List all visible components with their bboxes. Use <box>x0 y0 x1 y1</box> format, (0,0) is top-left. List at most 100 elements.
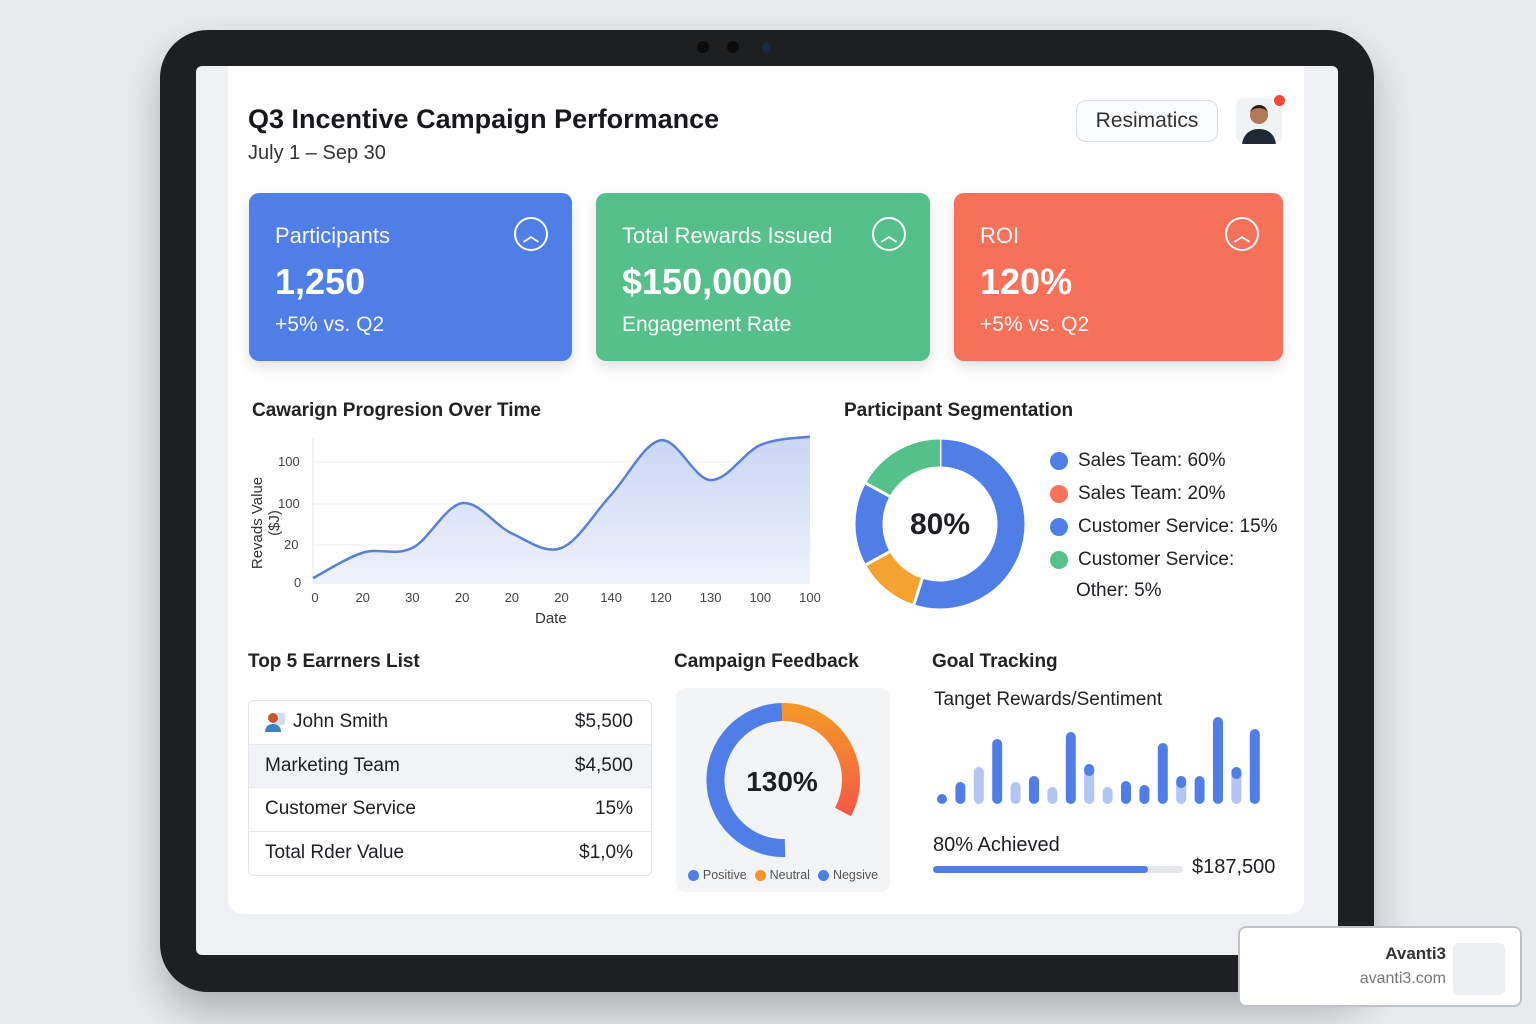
sentiment-bar <box>1010 782 1021 804</box>
gauge-positive-arc <box>706 703 786 858</box>
site-favicon-icon <box>1453 943 1505 995</box>
toast-title: Avanti3 <box>1385 944 1446 963</box>
area-fill <box>313 436 810 583</box>
sentiment-bar <box>1029 776 1039 804</box>
sentiment-bar-cap <box>1231 767 1242 779</box>
sentiment-bar <box>1194 776 1205 804</box>
x-tick-label: 20 <box>554 590 569 605</box>
user-avatar[interactable] <box>1236 98 1282 144</box>
kpi-label: Participants <box>275 223 390 248</box>
x-tick-label: 30 <box>405 590 420 605</box>
sentiment-bar <box>973 767 984 804</box>
x-tick-label: 0 <box>311 590 319 605</box>
sentiment-bar <box>1139 785 1150 804</box>
sentiment-bar <box>1157 743 1168 804</box>
series-line <box>312 435 811 580</box>
x-tick-label: 100 <box>749 590 772 605</box>
dashboard: Q3 Incentive Campaign Performance July 1… <box>228 66 1304 914</box>
sentiment-bar <box>955 782 966 804</box>
x-tick-label: 130 <box>699 590 722 605</box>
legend-dot <box>1050 518 1068 536</box>
chevron-up-circle-icon[interactable]: ︿ <box>872 217 906 251</box>
sentiment-bar <box>992 739 1003 804</box>
legend-label: Customer Service: 15% <box>1078 516 1278 537</box>
goal-subtitle: Tanget Rewards/Sentiment <box>934 689 1163 710</box>
kpi-sub: Engagement Rate <box>622 313 792 336</box>
legend-label: Customer Service: <box>1078 549 1235 570</box>
y-tick-label: 100 <box>278 454 300 469</box>
sentiment-bar-cap <box>1084 764 1095 776</box>
feedback-title: Campaign Feedback <box>674 651 859 672</box>
gauge-neutral-arc <box>781 702 860 817</box>
table-row[interactable]: Marketing Team $4,500 <box>249 744 651 788</box>
legend-dot <box>1050 485 1068 503</box>
table-row[interactable]: Total Rder Value $1,0% <box>249 832 651 876</box>
table-row[interactable]: Customer Service 15% <box>249 788 651 832</box>
earners-title: Top 5 Earrners List <box>248 651 420 672</box>
user-icon <box>265 713 285 733</box>
legend-item: Sales Team: 60% <box>1050 450 1226 472</box>
y-tick-label: 100 <box>278 496 300 511</box>
legend-dot <box>1050 452 1068 470</box>
date-range: July 1 – Sep 30 <box>248 142 386 164</box>
kpi-label: Total Rewards Issued <box>622 223 833 248</box>
donut-slice <box>913 439 1025 609</box>
camera-dot <box>727 41 739 53</box>
earner-name: Customer Service <box>265 798 416 820</box>
screen: Q3 Incentive Campaign Performance July 1… <box>196 66 1338 955</box>
kpi-roi[interactable]: ROI 120% +5% vs. Q2 ︿ <box>954 193 1283 361</box>
kpi-sub: +5% vs. Q2 <box>980 313 1090 336</box>
notification-badge <box>1272 93 1287 108</box>
legend-item: Customer Service: <box>1050 549 1234 571</box>
sentiment-bar <box>1102 787 1113 804</box>
goal-progress-bar <box>933 866 1183 873</box>
gauge-center-value: 130% <box>746 766 818 797</box>
sentiment-bar <box>1213 717 1223 804</box>
progression-title: Cawarign Progresion Over Time <box>252 400 541 421</box>
earner-name: Marketing Team <box>265 754 400 776</box>
feedback-card: 130% Positive Neutral Negsive <box>676 688 890 892</box>
goal-title: Goal Tracking <box>932 651 1058 672</box>
feedback-gauge <box>706 702 860 858</box>
legend-label: Sales Team: 20% <box>1078 483 1226 504</box>
kpi-value: 120% <box>980 261 1073 302</box>
progression-chart <box>312 435 1025 609</box>
chevron-up-circle-icon[interactable]: ︿ <box>514 217 548 251</box>
legend-label: Sales Team: 60% <box>1078 450 1226 471</box>
earner-name: John Smith <box>293 711 389 733</box>
kpi-value: $150,0000 <box>622 261 793 302</box>
feedback-legend: Positive Neutral Negsive <box>676 868 890 882</box>
kpi-value: 1,250 <box>275 261 366 302</box>
x-tick-label: 20 <box>355 590 370 605</box>
page-title: Q3 Incentive Campaign Performance <box>248 104 720 134</box>
brand-button[interactable]: Resimatics <box>1076 100 1218 142</box>
earner-value: 15% <box>594 798 633 820</box>
x-tick-label: 140 <box>600 590 623 605</box>
sentiment-bar-cap <box>1176 776 1187 788</box>
donut-slice <box>855 483 890 565</box>
earners-table: John Smith $5,500 Marketing Team $4,500 Cu… <box>248 700 652 876</box>
sentiment-bar <box>1121 781 1131 804</box>
toast-url: avanti3.com <box>1359 970 1446 987</box>
legend-item: Sales Team: 20% <box>1050 483 1226 505</box>
earner-value: $5,500 <box>574 711 633 733</box>
sentiment-bar <box>1047 787 1058 804</box>
achieved-label: 80% Achieved <box>933 834 1060 856</box>
legend-item: Negsive <box>817 868 878 882</box>
slice-separator <box>865 550 891 567</box>
earner-value: $4,500 <box>574 754 633 776</box>
legend-dot <box>1050 551 1068 569</box>
kpi-participants[interactable]: Participants 1,250 +5% vs. Q2 ︿ <box>249 193 572 361</box>
camera-dot <box>697 41 709 53</box>
x-tick-label: 100 <box>799 590 821 605</box>
x-axis-label: Date <box>535 610 567 627</box>
table-row[interactable]: John Smith $5,500 <box>249 701 651 745</box>
sentiment-bar <box>1065 732 1076 804</box>
donut-slice <box>865 439 941 497</box>
kpi-sub: +5% vs. Q2 <box>275 313 385 336</box>
earner-name: Total Rder Value <box>265 842 405 864</box>
chevron-up-circle-icon[interactable]: ︿ <box>1225 217 1259 251</box>
kpi-total-rewards[interactable]: Total Rewards Issued $150,0000 Engagemen… <box>596 193 930 361</box>
segmentation-title: Participant Segmentation <box>844 400 1074 421</box>
site-toast[interactable]: Avanti3 avanti3.com <box>1238 926 1522 1007</box>
